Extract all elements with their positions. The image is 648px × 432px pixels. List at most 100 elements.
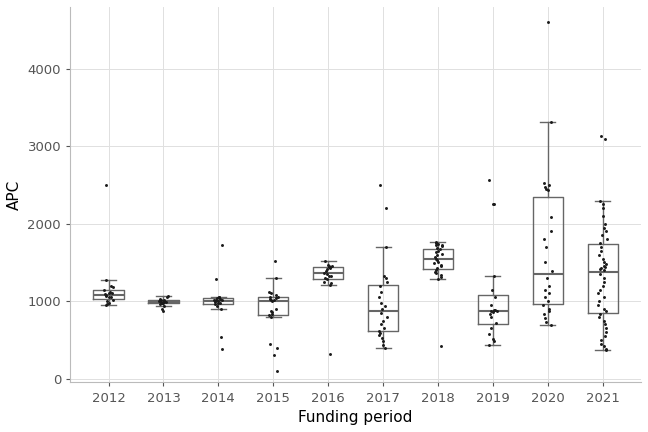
Point <box>598 305 608 312</box>
Point <box>594 310 605 317</box>
Point <box>269 352 279 359</box>
Point <box>321 267 332 274</box>
Point <box>100 181 111 188</box>
Point <box>375 299 386 306</box>
Point <box>540 183 551 190</box>
Point <box>546 322 556 329</box>
Point <box>264 289 274 295</box>
Point <box>266 290 276 297</box>
Point <box>435 246 445 253</box>
Point <box>544 308 554 314</box>
Point <box>543 187 553 194</box>
Point <box>431 240 441 247</box>
Point <box>101 277 111 284</box>
Point <box>159 297 170 304</box>
Point <box>216 334 226 340</box>
Point <box>159 302 170 309</box>
Point <box>599 224 609 231</box>
Point <box>104 293 115 300</box>
X-axis label: Funding period: Funding period <box>299 410 413 425</box>
Point <box>266 308 277 314</box>
Point <box>435 274 446 281</box>
Point <box>209 297 220 304</box>
Point <box>540 315 550 322</box>
Point <box>162 294 172 301</box>
Point <box>321 266 332 273</box>
Point <box>380 345 391 352</box>
Point <box>99 286 110 293</box>
Point <box>595 197 605 204</box>
Point <box>217 296 227 303</box>
Point <box>264 311 275 318</box>
Point <box>154 295 165 302</box>
Point <box>597 213 608 219</box>
Point <box>599 317 609 324</box>
Point <box>264 294 275 301</box>
Point <box>436 261 446 268</box>
Point <box>213 299 223 306</box>
Point <box>382 313 392 320</box>
Point <box>598 205 608 212</box>
Point <box>272 344 282 351</box>
Point <box>544 290 554 297</box>
Point <box>597 201 608 208</box>
Point <box>542 298 553 305</box>
Point <box>214 300 225 307</box>
Point <box>543 19 553 26</box>
Point <box>323 263 334 270</box>
Point <box>213 294 224 301</box>
Point <box>210 301 220 308</box>
Point <box>378 317 388 324</box>
Point <box>379 325 389 332</box>
Point <box>596 244 606 251</box>
Point <box>601 308 611 314</box>
Point <box>435 263 446 270</box>
Point <box>376 289 386 295</box>
Point <box>376 321 387 328</box>
Point <box>107 290 117 297</box>
Point <box>158 298 168 305</box>
Point <box>325 264 336 271</box>
Point <box>325 263 336 270</box>
Point <box>596 337 607 343</box>
Point <box>100 292 111 299</box>
Point <box>211 276 221 283</box>
Point <box>375 330 385 337</box>
Point <box>326 273 336 280</box>
Point <box>489 273 499 280</box>
Point <box>538 311 549 318</box>
Point <box>601 329 611 336</box>
Point <box>216 305 226 312</box>
Point <box>105 289 115 295</box>
Point <box>601 236 612 243</box>
Point <box>488 200 498 207</box>
Point <box>546 228 557 235</box>
Point <box>381 244 391 251</box>
Point <box>379 272 389 279</box>
Point <box>540 294 551 301</box>
Point <box>319 269 329 276</box>
Point <box>599 264 610 270</box>
Point <box>433 258 443 265</box>
Point <box>321 276 332 283</box>
Point <box>487 286 497 293</box>
Point <box>599 274 609 281</box>
Point <box>161 299 171 306</box>
Point <box>217 241 227 248</box>
Point <box>377 334 388 341</box>
Point <box>594 251 604 258</box>
Point <box>106 294 116 301</box>
Point <box>595 265 605 272</box>
Point <box>271 274 281 281</box>
Point <box>601 260 611 267</box>
Point <box>489 337 499 344</box>
Point <box>375 181 386 188</box>
Point <box>539 180 550 187</box>
Point <box>490 306 500 313</box>
Point <box>485 302 496 308</box>
Point <box>157 308 168 314</box>
Point <box>217 346 227 353</box>
Point <box>267 308 277 315</box>
Point <box>432 244 442 251</box>
Point <box>437 251 447 257</box>
